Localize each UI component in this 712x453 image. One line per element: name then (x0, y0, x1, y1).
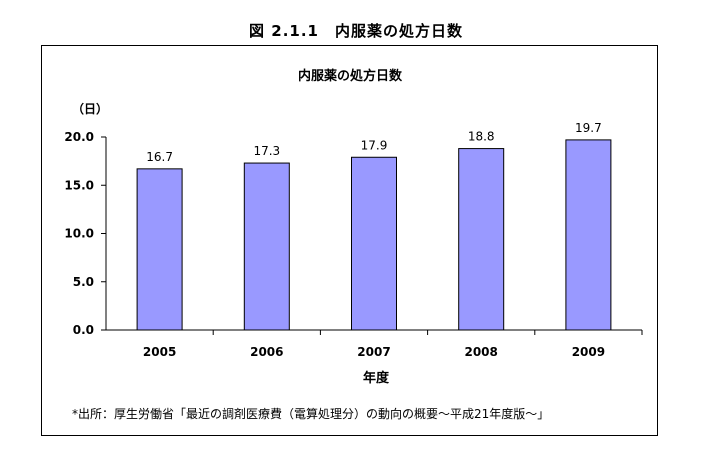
figure-title: 図 2.1.1 内服薬の処方日数 (249, 22, 463, 40)
bar-value-label: 18.8 (468, 130, 495, 144)
y-tick-label: 15.0 (64, 178, 94, 192)
bar-2009 (565, 139, 612, 331)
bar-value-label: 16.7 (146, 150, 173, 164)
bars: 16.7 2005 17.3 2006 17.9 2007 18.8 2008 19.7 2009 (136, 121, 612, 359)
y-tick-label: 20.0 (64, 130, 94, 144)
y-tick-label: 0.0 (73, 323, 94, 337)
x-category-label: 2009 (572, 345, 605, 359)
chart-title: 内服薬の処方日数 (298, 68, 403, 84)
x-category-label: 2007 (357, 345, 390, 359)
y-axis-unit-label: （日） (72, 101, 108, 116)
x-category-label: 2008 (464, 345, 497, 359)
x-axis-title: 年度 (363, 370, 390, 386)
chart-frame (41, 45, 658, 436)
y-tick-label: 10.0 (64, 227, 94, 241)
x-category-label: 2005 (143, 345, 176, 359)
bar-2005 (136, 168, 183, 331)
bar-value-label: 19.7 (575, 121, 602, 135)
bar-value-label: 17.3 (253, 144, 280, 158)
bar-value-label: 17.9 (361, 138, 388, 152)
bar-2007 (351, 156, 397, 331)
x-category-label: 2006 (250, 345, 283, 359)
y-tick-label: 5.0 (73, 275, 94, 289)
bar-2006 (243, 162, 290, 331)
bar-2008 (458, 148, 505, 331)
source-note: *出所：厚生労働省「最近の調剤医療費（電算処理分）の動向の概要～平成21年度版～… (72, 407, 550, 421)
